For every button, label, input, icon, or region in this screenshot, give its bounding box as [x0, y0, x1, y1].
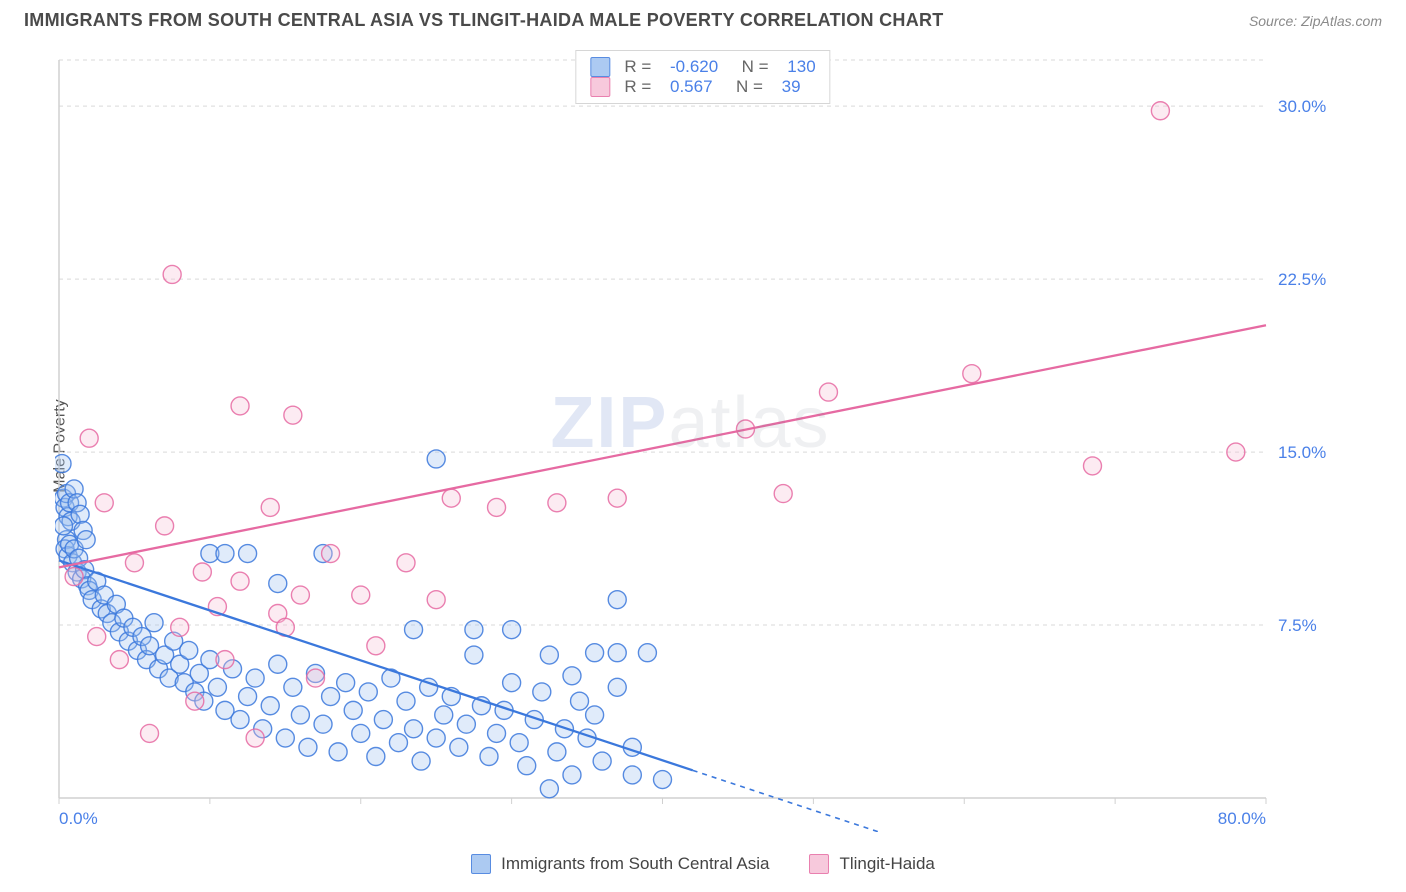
stat-n-label: N = — [727, 77, 768, 97]
legend-label-2: Tlingit-Haida — [839, 854, 934, 874]
legend-item-2: Tlingit-Haida — [809, 854, 934, 874]
stat-r-1: -0.620 — [670, 57, 718, 77]
stats-legend: R = -0.620 N = 130 R = 0.567 N = 39 — [575, 50, 830, 104]
stat-n-label: N = — [732, 57, 773, 77]
legend-swatch-2 — [809, 854, 829, 874]
stats-row-2: R = 0.567 N = 39 — [590, 77, 815, 97]
scatter-svg: 7.5% 15.0% 22.5% 30.0% 0.0% 80.0% — [55, 46, 1326, 832]
stat-n-2: 39 — [782, 77, 801, 97]
legend-item-1: Immigrants from South Central Asia — [471, 854, 769, 874]
plot-area: 7.5%15.0%22.5%30.0%0.0%80.0% ZIPatlas — [55, 46, 1326, 832]
svg-text:15.0%: 15.0% — [1278, 443, 1326, 462]
svg-text:80.0%: 80.0% — [1218, 809, 1266, 828]
stat-r-2: 0.567 — [670, 77, 713, 97]
svg-text:22.5%: 22.5% — [1278, 270, 1326, 289]
stats-swatch-1 — [590, 57, 610, 77]
svg-text:0.0%: 0.0% — [59, 809, 98, 828]
stat-n-1: 130 — [787, 57, 815, 77]
chart-title: IMMIGRANTS FROM SOUTH CENTRAL ASIA VS TL… — [24, 10, 944, 31]
stat-r-label: R = — [624, 57, 656, 77]
svg-text:30.0%: 30.0% — [1278, 97, 1326, 116]
bottom-legend: Immigrants from South Central Asia Tling… — [0, 854, 1406, 874]
source-name: ZipAtlas.com — [1301, 13, 1382, 29]
header-row: IMMIGRANTS FROM SOUTH CENTRAL ASIA VS TL… — [0, 0, 1406, 37]
stats-swatch-2 — [590, 77, 610, 97]
legend-swatch-1 — [471, 854, 491, 874]
svg-text:7.5%: 7.5% — [1278, 616, 1317, 635]
source-label: Source: ZipAtlas.com — [1249, 13, 1382, 29]
stats-row-1: R = -0.620 N = 130 — [590, 57, 815, 77]
stat-r-label: R = — [624, 77, 656, 97]
source-prefix: Source: — [1249, 13, 1301, 29]
legend-label-1: Immigrants from South Central Asia — [501, 854, 769, 874]
